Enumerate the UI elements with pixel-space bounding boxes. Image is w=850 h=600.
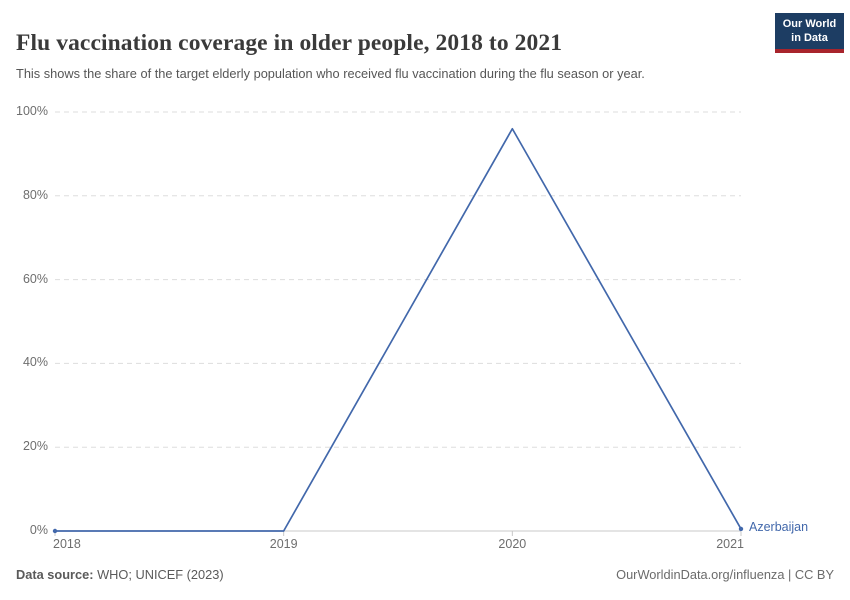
entity-label: Azerbaijan [749, 519, 809, 534]
chart-title: Flu vaccination coverage in older people… [16, 29, 563, 56]
owid-logo[interactable]: Our World in Data [775, 13, 844, 53]
x-tick-label: 2020 [498, 537, 527, 551]
data-source-value: WHO; UNICEF (2023) [93, 567, 224, 582]
data-source-label: Data source: [16, 567, 94, 582]
data-point-marker [52, 528, 58, 534]
chart-subtitle: This shows the share of the target elder… [16, 65, 645, 81]
owid-logo-line2: in Data [791, 32, 828, 45]
data-source-note[interactable]: Data source: WHO; UNICEF (2023) [16, 567, 224, 582]
y-tick-label: 0% [29, 523, 48, 537]
data-point-marker [738, 526, 744, 532]
x-tick-label: 2021 [716, 537, 744, 551]
x-tick-label: 2019 [269, 537, 298, 551]
chart-footer: Data source: WHO; UNICEF (2023) OurWorld… [16, 567, 834, 582]
attribution-link[interactable]: OurWorldinData.org/influenza | CC BY [616, 567, 834, 582]
x-tick-label: 2018 [53, 537, 81, 551]
owid-logo-line1: Our World [782, 18, 837, 30]
data-line [54, 127, 742, 532]
y-tick-label: 80% [22, 187, 48, 202]
y-tick-label: 100% [16, 104, 48, 118]
y-tick-label: 20% [22, 439, 48, 454]
y-tick-label: 40% [22, 355, 48, 370]
y-tick-label: 60% [22, 271, 48, 286]
